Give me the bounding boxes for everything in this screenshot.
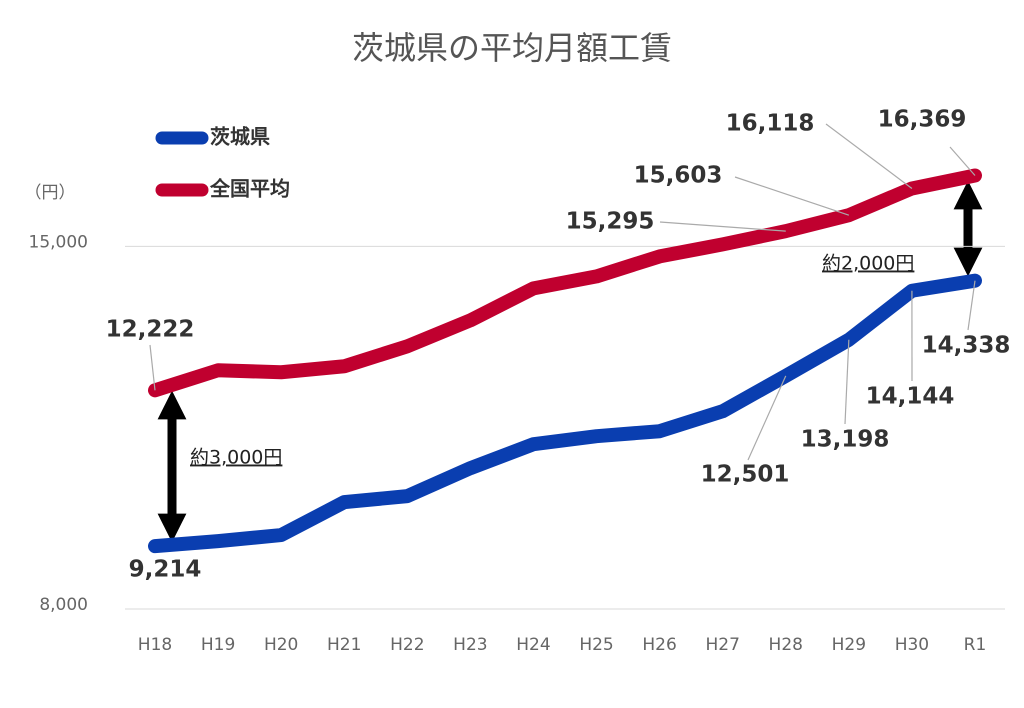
data-label: 15,603	[634, 163, 723, 189]
data-label: 14,338	[922, 333, 1011, 359]
data-label: 12,222	[106, 317, 195, 343]
annotation: 約2,000円	[822, 253, 914, 275]
legend-label: 全国平均	[209, 177, 290, 201]
x-tick-label: H22	[390, 635, 424, 655]
leader-line	[734, 176, 850, 216]
x-tick-label: H18	[138, 635, 172, 655]
x-tick-label: H23	[453, 635, 487, 655]
x-tick-label: H24	[516, 635, 550, 655]
legend-label: 茨城県	[210, 125, 270, 149]
x-tick-label: H27	[705, 635, 739, 655]
x-tick-label: H21	[327, 635, 361, 655]
data-label: 13,198	[801, 427, 890, 453]
x-tick-label: H28	[769, 635, 803, 655]
data-label: 9,214	[129, 557, 202, 583]
y-unit: （円）	[25, 183, 76, 203]
data-label: 14,144	[866, 384, 955, 410]
leader-line	[844, 339, 850, 425]
leader-line	[949, 146, 976, 176]
leader-line	[825, 123, 913, 189]
data-label: 12,501	[701, 462, 790, 488]
annotation: 約3,000円	[190, 447, 282, 469]
leader-line	[659, 221, 786, 232]
data-label: 16,118	[726, 111, 815, 137]
x-tick-label: H19	[201, 635, 235, 655]
leader-line	[967, 280, 976, 331]
x-tick-label: H29	[832, 635, 866, 655]
x-tick-label: R1	[964, 635, 987, 655]
y-tick-label: 15,000	[29, 232, 88, 252]
chart-title: 茨城県の平均月額工賃	[352, 29, 672, 67]
series-line	[148, 168, 982, 398]
leader-line	[149, 344, 156, 391]
x-tick-label: H20	[264, 635, 298, 655]
x-tick-label: H26	[642, 635, 676, 655]
x-tick-label: H30	[895, 635, 929, 655]
x-tick-label: H25	[579, 635, 613, 655]
y-tick-label: 8,000	[39, 595, 88, 615]
series-line	[148, 273, 982, 554]
data-label: 15,295	[566, 209, 655, 235]
leader-line	[747, 375, 787, 461]
data-label: 16,369	[878, 107, 967, 133]
